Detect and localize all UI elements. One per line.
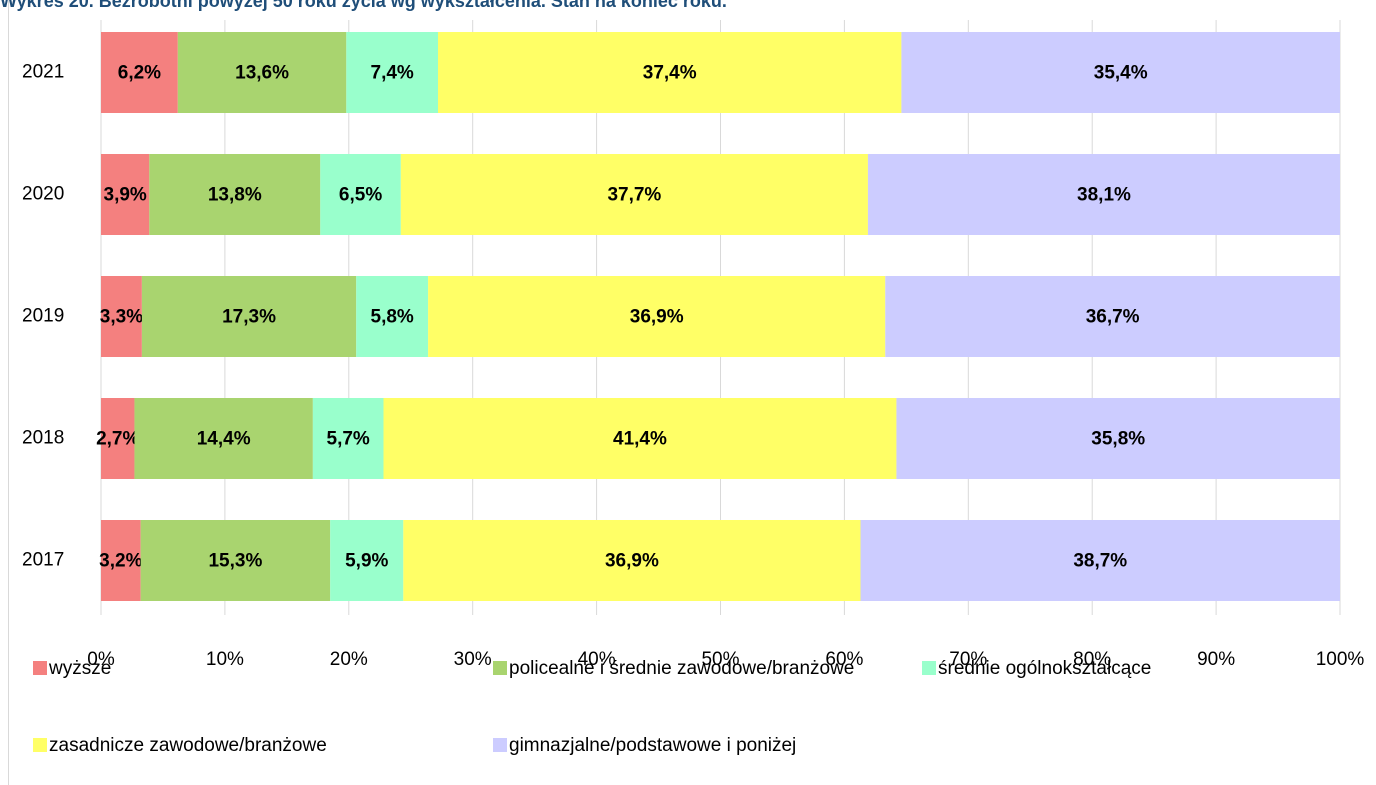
value-label: 36,7% <box>1086 307 1140 328</box>
bar-segment <box>149 154 321 235</box>
bar-segment <box>101 276 142 357</box>
y-tick-label: 2021 <box>22 62 64 83</box>
value-label: 35,4% <box>1094 63 1148 84</box>
bar-segment <box>403 520 861 601</box>
value-label: 38,1% <box>1077 185 1131 206</box>
x-tick-label: 100% <box>1316 649 1365 670</box>
x-tick-label: 30% <box>454 649 492 670</box>
value-label: 37,7% <box>607 185 661 206</box>
bar-segment <box>134 398 313 479</box>
x-tick-label: 50% <box>701 649 739 670</box>
y-tick-label: 2018 <box>22 428 64 449</box>
bar-segment <box>901 32 1340 113</box>
legend-label: wyższe <box>48 658 111 679</box>
value-label: 6,5% <box>339 185 382 206</box>
legend-swatch <box>33 661 47 675</box>
bar-segment <box>330 520 404 601</box>
value-label: 13,6% <box>235 63 289 84</box>
legend-swatch <box>922 661 936 675</box>
legend-label: gimnazjalne/podstawowe i poniżej <box>509 735 796 756</box>
value-label: 15,3% <box>208 551 262 572</box>
bar-segment <box>312 398 384 479</box>
value-label: 3,2% <box>99 551 142 572</box>
bar-segment <box>140 520 331 601</box>
value-label: 13,8% <box>208 185 262 206</box>
legend-swatch <box>493 738 507 752</box>
bar-segment <box>383 398 897 479</box>
bar-segment <box>101 32 178 113</box>
bar-segment <box>356 276 429 357</box>
value-label: 36,9% <box>630 307 684 328</box>
x-tick-label: 70% <box>949 649 987 670</box>
y-tick-label: 2019 <box>22 306 64 327</box>
value-label: 5,9% <box>345 551 388 572</box>
legend-label: policealne i średnie zawodowe/branżowe <box>509 658 854 679</box>
value-label: 36,9% <box>605 551 659 572</box>
value-label: 14,4% <box>197 429 251 450</box>
x-tick-label: 0% <box>87 649 115 670</box>
x-tick-label: 90% <box>1197 649 1235 670</box>
bar-segment <box>141 276 357 357</box>
x-tick-label: 80% <box>1073 649 1111 670</box>
y-tick-label: 2017 <box>22 550 64 571</box>
legend-label: średnie ogólnokształcące <box>938 658 1151 679</box>
bar-segment <box>428 276 886 357</box>
value-label: 5,8% <box>371 307 414 328</box>
value-label: 7,4% <box>371 63 414 84</box>
bar-segment <box>885 276 1340 357</box>
x-tick-label: 40% <box>578 649 616 670</box>
value-label: 38,7% <box>1073 551 1127 572</box>
bar-segment <box>860 520 1340 601</box>
bar-segment <box>177 32 347 113</box>
value-label: 2,7% <box>96 429 139 450</box>
bar-segment <box>438 32 902 113</box>
value-label: 3,9% <box>104 185 147 206</box>
bar-segment <box>101 398 135 479</box>
bar-segment <box>400 154 868 235</box>
bar-segment <box>896 398 1340 479</box>
value-label: 6,2% <box>118 63 161 84</box>
value-label: 5,7% <box>327 429 370 450</box>
bar-segment <box>346 32 439 113</box>
value-label: 37,4% <box>643 63 697 84</box>
value-label: 35,8% <box>1091 429 1145 450</box>
value-label: 3,3% <box>100 307 143 328</box>
x-tick-label: 60% <box>825 649 863 670</box>
value-label: 41,4% <box>613 429 667 450</box>
legend-swatch <box>33 738 47 752</box>
legend-swatch <box>493 661 507 675</box>
bar-segment <box>101 154 150 235</box>
bar-segment <box>320 154 401 235</box>
bar-segment <box>867 154 1340 235</box>
legend-label: zasadnicze zawodowe/branżowe <box>49 735 327 756</box>
bar-segment <box>101 520 141 601</box>
x-tick-label: 20% <box>330 649 368 670</box>
y-tick-label: 2020 <box>22 184 64 205</box>
value-label: 17,3% <box>222 307 276 328</box>
chart-title: Wykres 20. Bezrobotni powyżej 50 roku ży… <box>0 0 727 11</box>
x-tick-label: 10% <box>206 649 244 670</box>
